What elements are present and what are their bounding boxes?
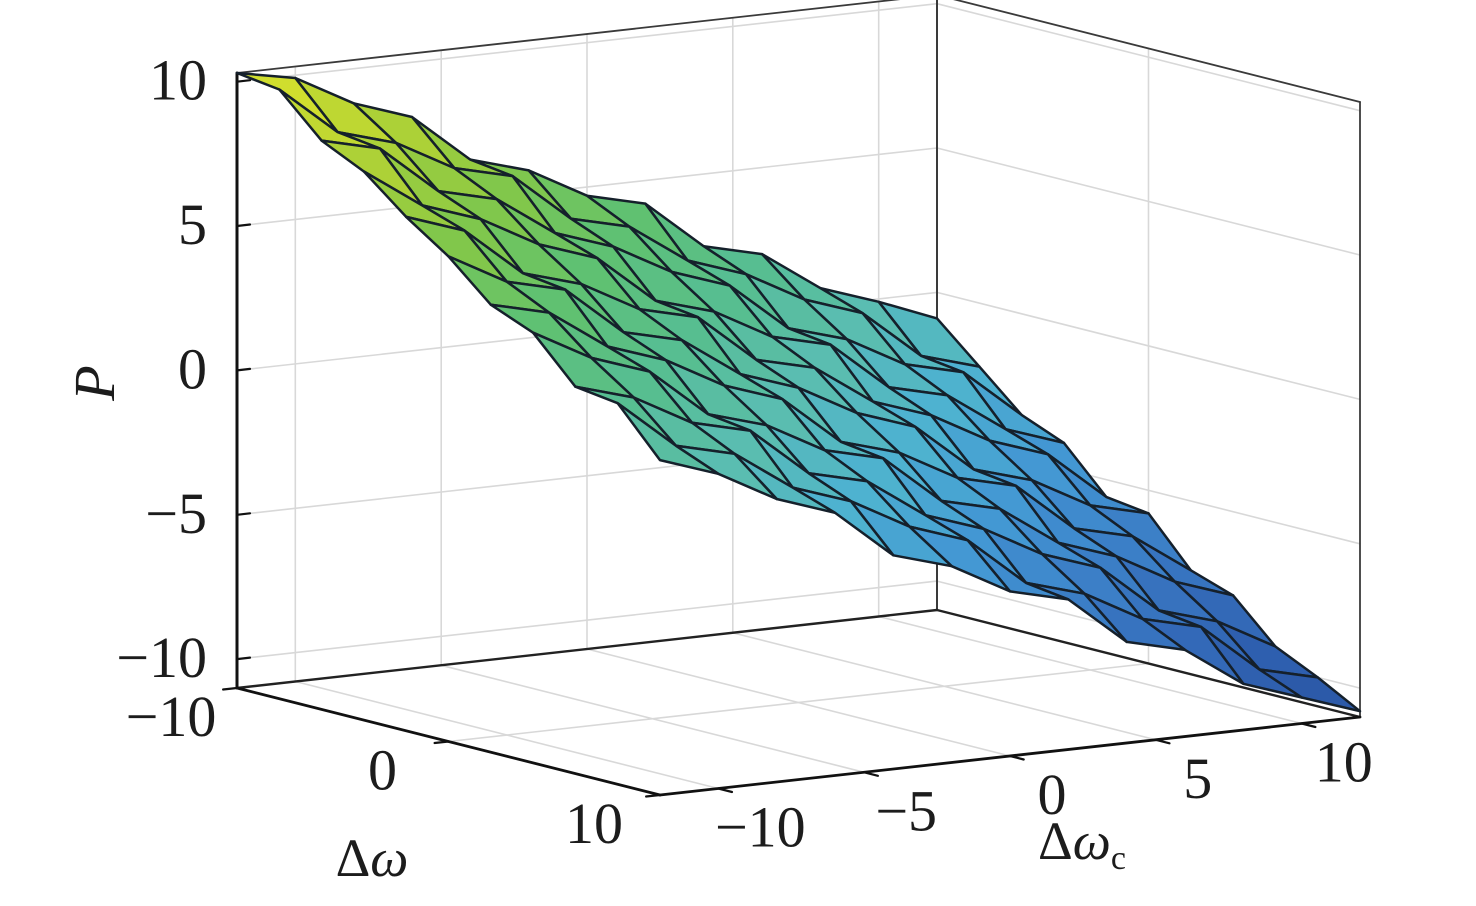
left-wall-top-edge	[236, 0, 901, 74]
right-wall-top-edge	[953, 0, 1361, 103]
right-wall-gridline	[936, 291, 1361, 401]
surface-mesh	[235, 71, 1362, 713]
y-tick-label: 0	[368, 738, 397, 803]
y-tick-label: −10	[126, 684, 217, 749]
delta-symbol: Δ	[335, 828, 371, 888]
y-tick-mark	[433, 740, 450, 745]
x-tick-label: 10	[1315, 730, 1373, 795]
box-edges	[235, 0, 1362, 719]
floor-back-right-edge	[935, 608, 1362, 719]
y-axis-label: Δω	[336, 831, 409, 885]
z-tick-mark	[235, 367, 252, 372]
surface-face	[616, 401, 720, 476]
left-wall-gridline	[236, 2, 938, 83]
tick-labels: −10 −5 0 5 10 −10 0 10 −10 −5 0 5 10	[116, 48, 1372, 860]
x-tick-mark	[717, 787, 734, 794]
x-axis-label: Δωc	[1038, 814, 1126, 876]
omega-symbol: ω	[370, 828, 409, 888]
y-tick-mark	[222, 686, 239, 691]
x-tick-label: 5	[1183, 746, 1212, 811]
x-tick-mark	[863, 771, 880, 777]
x-tick-mark	[1008, 754, 1025, 761]
left-wall-gridline	[236, 147, 938, 227]
omega-symbol: ω	[1072, 811, 1111, 872]
z-tick-label: 5	[178, 192, 207, 257]
z-tick-label: −10	[116, 625, 207, 690]
z-tick-label: 0	[178, 336, 207, 401]
x-tick-label: −5	[875, 778, 937, 843]
tick-marks	[222, 79, 1317, 798]
z-tick-mark	[235, 223, 252, 228]
z-tick-label: 10	[149, 48, 207, 113]
z-axis-label: P	[62, 365, 127, 401]
x-tick-label: 0	[1038, 762, 1067, 827]
z-tick-mark	[235, 512, 252, 516]
y-tick-label: 10	[565, 791, 623, 856]
x-tick-mark	[1300, 722, 1317, 729]
subscript-c: c	[1110, 839, 1126, 877]
left-wall-gridline	[236, 580, 938, 660]
y-tick-mark	[644, 793, 662, 798]
floor-gridline	[447, 662, 1150, 743]
x-tick-label: −10	[715, 795, 806, 860]
right-wall-gridline	[936, 147, 1361, 256]
z-tick-mark	[235, 656, 252, 661]
floor-back-left-edge	[235, 608, 939, 690]
z-tick-label: −5	[145, 481, 207, 546]
z-tick-mark	[235, 79, 252, 83]
right-wall-gridline	[936, 2, 1361, 112]
x-tick-mark	[1154, 738, 1171, 745]
delta-symbol: Δ	[1038, 811, 1073, 872]
